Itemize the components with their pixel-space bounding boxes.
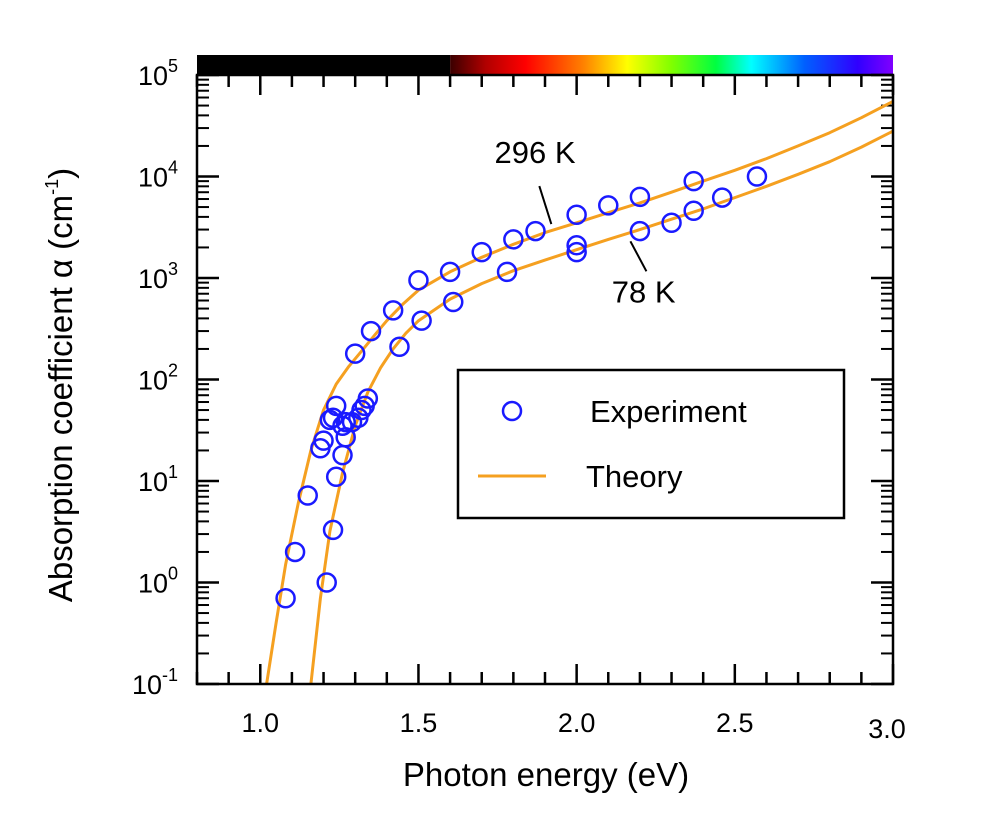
y-axis-label-close: ) xyxy=(42,168,79,179)
experiment-point-78k xyxy=(711,187,733,208)
legend-experiment-label: Experiment xyxy=(590,394,747,429)
y-tick-label: 103 xyxy=(138,259,178,294)
experiment-point-78k xyxy=(322,519,344,541)
annotation-78k-leader xyxy=(629,240,648,272)
experiment-point-78k xyxy=(351,399,372,421)
spectrum-color-bar xyxy=(197,55,893,75)
experiment-point-78k xyxy=(683,200,704,221)
x-axis-label: Photon energy (eV) xyxy=(403,756,689,793)
major-tick-marks xyxy=(195,73,895,686)
experiment-point-296k xyxy=(382,300,404,321)
experiment-point-296k xyxy=(525,220,546,242)
y-tick-label: 10-1 xyxy=(132,665,178,700)
legend: Experiment Theory xyxy=(456,368,846,520)
y-axis-label-exponent: -1 xyxy=(42,179,62,195)
experiment-point-78k xyxy=(411,310,432,331)
annotation-296k-leader xyxy=(538,185,553,225)
y-tick-label-exponent: 1 xyxy=(168,462,178,482)
minor-tick-marks xyxy=(197,78,893,655)
experiment-point-296k xyxy=(360,320,382,342)
experiment-point-296k xyxy=(284,541,306,563)
experiment-point-78k xyxy=(443,291,464,313)
points-layer xyxy=(275,166,768,609)
experiment-point-78k xyxy=(357,388,379,409)
y-tick-label-exponent: 0 xyxy=(168,564,178,584)
y-tick-label: 102 xyxy=(138,361,178,396)
y-tick-label: 100 xyxy=(138,564,178,599)
theory-line-296k xyxy=(265,100,894,685)
experiment-point-296k xyxy=(598,195,619,216)
experiment-point-78k xyxy=(496,261,518,283)
experiment-point-78k xyxy=(566,241,587,263)
plot-frame xyxy=(195,73,895,686)
experiment-point-296k xyxy=(683,170,704,192)
y-tick-label-base: 10 xyxy=(138,61,168,91)
experiment-point-78k xyxy=(746,166,768,187)
y-tick-label-exponent: 4 xyxy=(168,158,178,178)
experiment-point-296k xyxy=(566,204,587,225)
experiment-point-296k xyxy=(332,415,353,437)
experiment-point-78k xyxy=(629,220,651,242)
experiment-point-78k xyxy=(661,212,682,234)
legend-theory-label: Theory xyxy=(586,459,683,494)
experiment-point-296k xyxy=(335,411,356,433)
experiment-point-78k xyxy=(389,336,410,358)
y-tick-label-base: 10 xyxy=(138,366,168,396)
y-tick-label-base: 10 xyxy=(132,670,162,700)
experiment-point-296k xyxy=(408,270,429,291)
experiment-point-296k xyxy=(313,430,334,451)
y-tick-label-base: 10 xyxy=(138,569,168,599)
y-tick-label-base: 10 xyxy=(138,467,168,497)
y-tick-label: 104 xyxy=(138,158,178,193)
annotations: 296 K 78 K xyxy=(494,135,675,310)
x-tick-labels: 1.0 1.5 2.0 2.5 3.0 xyxy=(241,708,905,744)
legend-experiment-marker xyxy=(501,400,523,422)
experiment-point-296k xyxy=(325,395,347,417)
experiment-point-78k xyxy=(325,466,347,488)
y-tick-label: 101 xyxy=(138,462,178,497)
experiment-point-296k xyxy=(344,343,366,364)
y-tick-label: 105 xyxy=(138,56,178,91)
experiment-point-296k xyxy=(439,261,461,283)
y-tick-label-exponent: 3 xyxy=(168,259,178,279)
experiment-point-296k xyxy=(629,186,651,208)
legend-box xyxy=(456,368,846,520)
annotation-296k-label: 296 K xyxy=(494,135,575,170)
y-axis-label: Absorption coefficient α (cm-1) xyxy=(42,168,79,602)
experiment-point-78k xyxy=(316,572,337,593)
x-tick-label: 1.5 xyxy=(400,708,438,738)
y-tick-label-exponent: 5 xyxy=(168,56,178,76)
experiment-point-78k xyxy=(566,235,587,256)
spectrum-visible-band xyxy=(450,55,893,75)
experiment-point-296k xyxy=(471,241,492,263)
y-axis-label-main: Absorption coefficient α (cm xyxy=(42,195,79,602)
y-tick-label-exponent: 2 xyxy=(168,361,178,381)
x-tick-label: 3.0 xyxy=(868,714,906,744)
y-tick-label-exponent: -1 xyxy=(162,665,178,685)
y-tick-label-base: 10 xyxy=(138,264,168,294)
experiment-point-296k xyxy=(297,485,318,506)
x-tick-label: 1.0 xyxy=(241,708,279,738)
experiment-point-296k xyxy=(503,229,524,250)
spectrum-infrared-band xyxy=(197,55,451,75)
x-tick-label: 2.5 xyxy=(716,708,754,738)
x-tick-label: 2.0 xyxy=(558,708,596,738)
y-tick-label-base: 10 xyxy=(138,163,168,193)
annotation-78k-label: 78 K xyxy=(612,275,676,310)
experiment-point-296k xyxy=(275,587,296,609)
